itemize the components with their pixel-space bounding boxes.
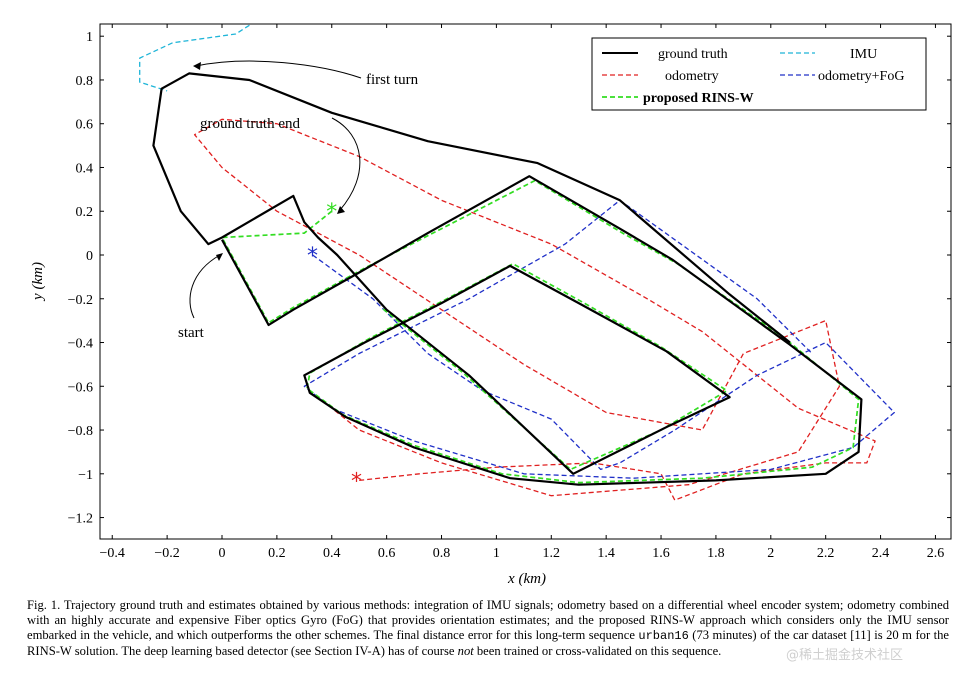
- x-axis-label: x (km): [507, 571, 546, 587]
- legend: ground truth IMU odometry odometry+FoG p…: [591, 37, 927, 111]
- end-marker-odometry: *: [351, 469, 362, 494]
- x-tick-label: 1.8: [707, 546, 725, 561]
- y-tick-label: 0: [86, 249, 93, 264]
- figure-caption: Fig. 1. Trajectory ground truth and esti…: [27, 598, 949, 659]
- x-tick-label: 0.4: [323, 546, 341, 561]
- y-axis-label: y (km): [30, 262, 46, 302]
- y-tick-label: 0.6: [76, 118, 94, 133]
- x-tick-label: 0: [219, 546, 226, 561]
- legend-item-odometry: odometry: [602, 69, 719, 84]
- x-tick-label: 1.6: [652, 546, 670, 561]
- series-line-odometry-fog: [303, 199, 895, 479]
- series-layer: [139, 24, 895, 501]
- annotation-start: start: [178, 253, 223, 341]
- caption-part-3: been trained or cross-validated on this …: [473, 644, 722, 658]
- legend-item-ground-truth: ground truth: [602, 47, 728, 62]
- y-tick-label: −1.2: [68, 512, 93, 527]
- y-tick-label: −1: [78, 468, 93, 483]
- y-tick-label: 0.2: [76, 205, 94, 220]
- y-tick-label: −0.8: [68, 424, 93, 439]
- x-tick-label: −0.4: [100, 546, 125, 561]
- series-line-imu: [139, 24, 250, 92]
- x-tick-label: 0.8: [433, 546, 451, 561]
- marker-layer: * * *: [307, 200, 362, 494]
- x-tick-label: 0.6: [378, 546, 396, 561]
- annotation-ground-truth-end: ground truth end: [200, 116, 361, 214]
- x-tick-label: 2.4: [872, 546, 890, 561]
- series-line-proposed-rins-w: [221, 179, 860, 484]
- series-line-odometry: [193, 118, 876, 501]
- legend-item-rins-w: proposed RINS-W: [602, 91, 754, 106]
- annotation-start-label: start: [178, 325, 205, 341]
- end-marker-proposed-rins-w: *: [326, 200, 337, 225]
- watermark: @稀土掘金技术社区: [786, 648, 904, 663]
- caption-sequence-name: urban16: [638, 629, 689, 643]
- end-marker-odometry-fog: *: [307, 244, 318, 269]
- series-line-ground-truth: [152, 72, 863, 486]
- annotation-first-turn: first turn: [193, 60, 419, 88]
- y-tick-label: −0.2: [68, 293, 93, 308]
- legend-label-ground-truth: ground truth: [658, 47, 728, 62]
- y-tick-label: 1: [86, 30, 93, 45]
- y-tick-label: 0.4: [76, 161, 94, 176]
- legend-label-odometry-fog: odometry+FoG: [818, 69, 904, 84]
- x-tick-label: 2.6: [927, 546, 945, 561]
- trajectory-chart: −0.4 −0.2 0 0.2 0.4 0.6 0.8 1 1.2 1.4 1.6 1.8 2 2.2 2.…: [30, 23, 952, 587]
- caption-part-1: Fig. 1. Trajectory ground truth and esti…: [27, 598, 949, 642]
- legend-item-imu: IMU: [780, 47, 877, 62]
- legend-label-imu: IMU: [850, 47, 877, 62]
- legend-label-odometry: odometry: [665, 69, 719, 84]
- legend-item-odometry-fog: odometry+FoG: [780, 69, 904, 84]
- x-tick-label: 0.2: [268, 546, 286, 561]
- x-tick-label: 2.2: [817, 546, 835, 561]
- x-tick-label: 1: [493, 546, 500, 561]
- caption-part-2: (73 minutes) of the car dataset [11] is …: [27, 628, 949, 658]
- y-tick-label: −0.6: [68, 380, 93, 395]
- axes-ticks: −0.4 −0.2 0 0.2 0.4 0.6 0.8 1 1.2 1.4 1.6 1.8 2 2.2 2.…: [68, 24, 951, 561]
- legend-label-rins-w: proposed RINS-W: [643, 91, 754, 106]
- y-tick-label: 0.8: [76, 74, 94, 89]
- x-tick-label: −0.2: [154, 546, 179, 561]
- annotation-first-turn-label: first turn: [366, 72, 419, 88]
- x-tick-label: 1.4: [597, 546, 615, 561]
- y-tick-label: −0.4: [68, 337, 93, 352]
- x-tick-label: 1.2: [543, 546, 561, 561]
- x-tick-label: 2: [767, 546, 774, 561]
- caption-italic-not: not: [457, 644, 474, 658]
- annotation-ground-truth-end-label: ground truth end: [200, 116, 300, 132]
